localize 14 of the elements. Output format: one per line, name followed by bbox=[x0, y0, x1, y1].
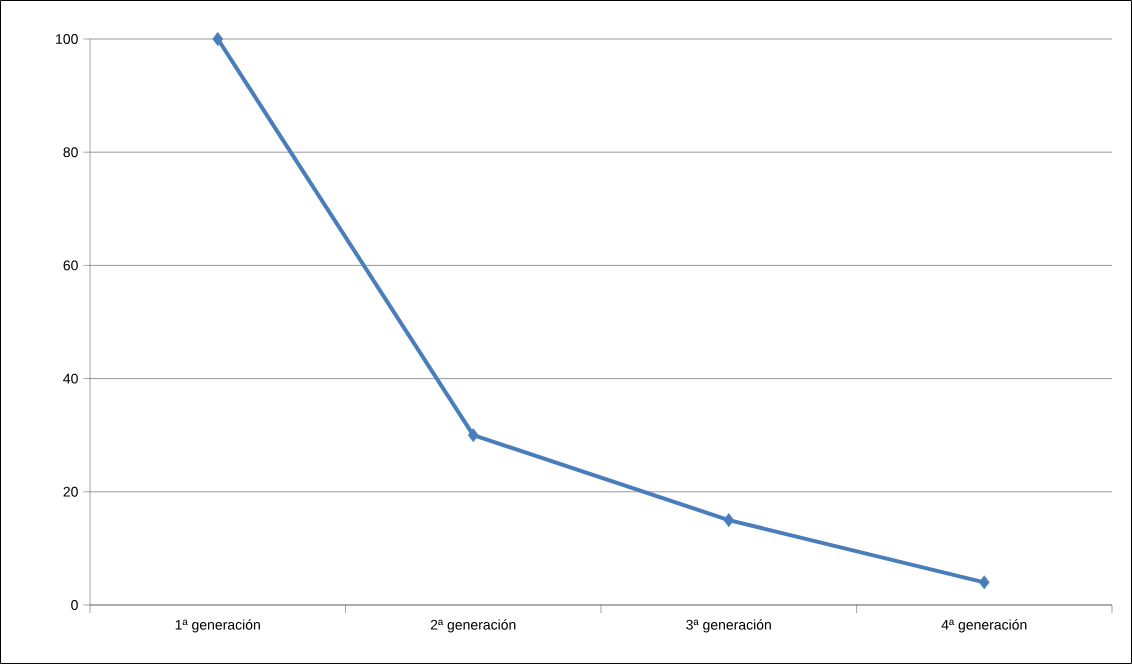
y-tick-label: 60 bbox=[63, 260, 78, 271]
x-tick-label: 4ª generación bbox=[941, 619, 1027, 633]
point bbox=[978, 575, 990, 590]
y-tick-label: 100 bbox=[56, 34, 78, 44]
y-tick-label: 0 bbox=[71, 600, 78, 610]
point bbox=[467, 428, 479, 443]
point bbox=[723, 513, 735, 528]
y-tick-label: 80 bbox=[63, 147, 78, 158]
point bbox=[212, 31, 224, 46]
y-tick-label: 40 bbox=[63, 373, 78, 384]
y-tick-label: 20 bbox=[63, 486, 78, 497]
x-tick-label: 3ª generación bbox=[686, 619, 771, 633]
x-tick-label: 1ª generación bbox=[175, 619, 260, 633]
x-tick-label: 2ª generación bbox=[430, 619, 516, 633]
